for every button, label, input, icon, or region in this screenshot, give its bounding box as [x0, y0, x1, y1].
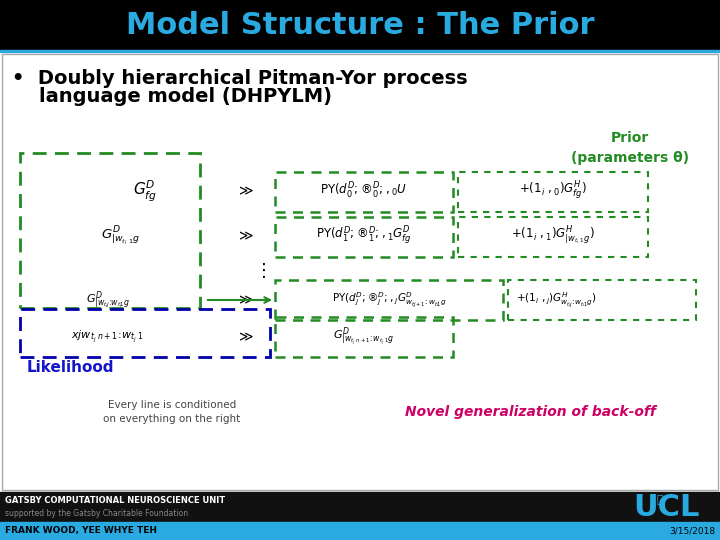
Text: $\vdots$: $\vdots$	[254, 260, 266, 280]
Text: 3/15/2018: 3/15/2018	[669, 526, 715, 536]
Bar	[458, 172, 648, 212]
Text: Prior
(parameters θ): Prior (parameters θ)	[571, 131, 689, 165]
Text: $\gg$: $\gg$	[236, 293, 254, 307]
Text: ⬛: ⬛	[657, 495, 663, 505]
Text: Novel generalization of back-off: Novel generalization of back-off	[405, 405, 655, 419]
Text: $G^D_{|w_{t_j\ n+1}\!:\!w_{t_j\ 1}g}$: $G^D_{|w_{t_j\ n+1}\!:\!w_{t_j\ 1}g}$	[333, 326, 395, 348]
Bar	[508, 280, 696, 320]
Text: $xjw_{t_j\ n+1}\!:\!w_{t_j\ 1}$: $xjw_{t_j\ n+1}\!:\!w_{t_j\ 1}$	[71, 329, 145, 345]
Bar	[275, 217, 453, 257]
Text: language model (DHPYLM): language model (DHPYLM)	[12, 86, 332, 105]
Text: $G^D_{fg}$: $G^D_{fg}$	[133, 178, 157, 204]
Text: •  Doubly hierarchical Pitman-Yor process: • Doubly hierarchical Pitman-Yor process	[12, 69, 467, 87]
Text: GATSBY COMPUTATIONAL NEUROSCIENCE UNIT: GATSBY COMPUTATIONAL NEUROSCIENCE UNIT	[5, 496, 225, 505]
Bar	[0, 492, 720, 522]
Text: $+(1_i\ ,_0)G^H_{fg})$: $+(1_i\ ,_0)G^H_{fg})$	[519, 180, 587, 202]
Text: supported by the Gatsby Charitable Foundation: supported by the Gatsby Charitable Found…	[5, 509, 188, 517]
Bar	[20, 153, 200, 308]
Bar	[0, 522, 720, 540]
Text: Likelihood: Likelihood	[26, 361, 114, 375]
Bar	[275, 280, 503, 320]
Bar	[0, 0, 720, 50]
Text: UCL: UCL	[634, 492, 700, 522]
Text: $G^D_{|w_{t_i\!j}\!:\!w_{t_i\!1}g}$: $G^D_{|w_{t_i\!j}\!:\!w_{t_i\!1}g}$	[86, 289, 130, 311]
Text: FRANK WOOD, YEE WHYE TEH: FRANK WOOD, YEE WHYE TEH	[5, 526, 157, 536]
Text: $\gg$: $\gg$	[236, 184, 254, 198]
Text: $\mathrm{PY}(d^D_1;\circledR^D_1;,_1G^D_{fg}$: $\mathrm{PY}(d^D_1;\circledR^D_1;,_1G^D_…	[316, 225, 412, 247]
Text: $\gg$: $\gg$	[236, 229, 254, 243]
Text: Model Structure : The Prior: Model Structure : The Prior	[126, 10, 594, 39]
Text: $\gg$: $\gg$	[236, 330, 254, 344]
Bar	[458, 217, 648, 257]
Bar	[0, 52, 720, 492]
Text: $G^D_{|w_{t_i\ 1}g}$: $G^D_{|w_{t_i\ 1}g}$	[101, 225, 140, 247]
Text: Every line is conditioned
on everything on the right: Every line is conditioned on everything …	[104, 400, 240, 424]
Text: $\mathrm{PY}(d^D_j;\circledR^D_j;,_jG^D_{w_{t_i\!j+1}\!:w_{t_i\!1}g}$: $\mathrm{PY}(d^D_j;\circledR^D_j;,_jG^D_…	[332, 291, 446, 309]
Text: $+(1_i\ ,_j)G^H_{w_{t_i\!j}\!:w_{t_i\!1}g})$: $+(1_i\ ,_j)G^H_{w_{t_i\!j}\!:w_{t_i\!1}…	[516, 291, 596, 309]
Text: $+(1_i\ ,_1)G^H_{|w_{t_i\ 1}g})$: $+(1_i\ ,_1)G^H_{|w_{t_i\ 1}g})$	[511, 225, 595, 247]
Bar	[275, 317, 453, 357]
Bar	[20, 309, 270, 357]
Bar	[275, 172, 453, 212]
Text: $\mathrm{PY}(d^D_0;\circledR^D_0;,_0U$: $\mathrm{PY}(d^D_0;\circledR^D_0;,_0U$	[320, 181, 408, 201]
Bar	[0, 50, 720, 52]
